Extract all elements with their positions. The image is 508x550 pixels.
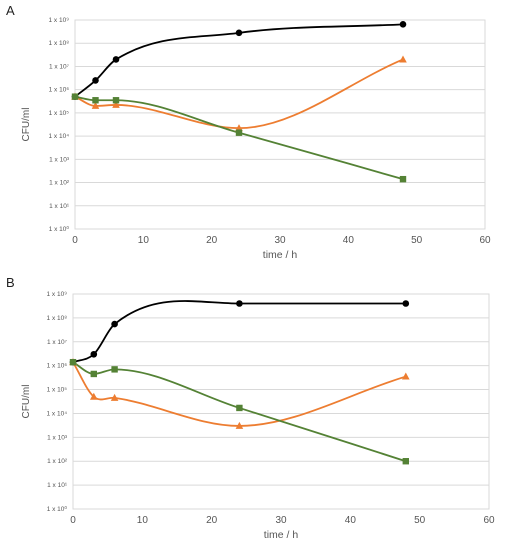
panel-a-x-tick-label: 10 (138, 235, 150, 246)
panel-b-y-tick-label: 1 x 10⁸ (47, 315, 68, 322)
panel-a-x-tick-label: 50 (411, 235, 423, 246)
panel-b-x-tick-label: 60 (483, 515, 495, 526)
panel-b-point-triangle (402, 372, 410, 380)
panel-b-point-triangle (235, 421, 244, 429)
panel-a-plot-frame (74, 19, 486, 230)
panel-b-x-axis-title: time / h (264, 529, 299, 541)
panel-b-point-circle (402, 300, 410, 307)
panel-b-x-tick-label: 40 (345, 515, 357, 526)
panel-b-y-tick-label: 1 x 10¹ (47, 482, 68, 489)
panel-label-b: B (6, 275, 15, 290)
panel-a-point-triangle (399, 55, 407, 63)
panel-a-x-tick-label: 20 (206, 235, 218, 246)
panel-b-x-tick-label: 50 (414, 515, 426, 526)
panel-a-point-square (71, 93, 79, 100)
panel-b-point-square (69, 358, 77, 366)
panel-a-x-tick-label: 60 (479, 235, 491, 246)
panel-a-y-tick-label: 1 x 10³ (49, 156, 70, 163)
panel-b-y-tick-label: 1 x 10⁶ (47, 363, 68, 370)
panel-b-point-square (111, 366, 118, 373)
panel-a-x-tick-label: 40 (343, 235, 355, 246)
panel-a-x-axis-title: time / h (263, 249, 298, 261)
panel-b-point-triangle (110, 393, 119, 401)
panel-b-y-tick-label: 1 x 10⁷ (47, 339, 68, 346)
panel-b-point-circle (90, 350, 98, 358)
panel-b-y-tick-label: 1 x 10⁹ (47, 291, 68, 298)
panel-a-point-triangle (235, 124, 243, 132)
panel-a-x-tick-label: 0 (72, 235, 78, 246)
panel-a-point-circle (112, 56, 120, 63)
panel-a-point-square (92, 97, 99, 104)
panel-a-series-triangle-line (74, 58, 404, 130)
panel-b-x-tick-label: 20 (206, 515, 218, 526)
panel-a-y-tick-label: 1 x 10⁶ (49, 87, 70, 94)
panel-a-y-tick-label: 1 x 10⁵ (49, 110, 70, 117)
panel-b-point-square (90, 370, 97, 378)
panel-a-point-triangle (112, 100, 120, 108)
panel-a-point-circle (92, 77, 99, 84)
panel-b-y-tick-label: 1 x 10⁴ (47, 410, 68, 417)
panel-a-x-tick-label: 30 (274, 235, 286, 246)
panel-b-x-tick-label: 0 (70, 515, 76, 526)
panel-a-point-circle (399, 21, 407, 28)
panel-b-point-triangle (90, 392, 98, 400)
panel-a-y-tick-label: 1 x 10⁸ (49, 40, 70, 47)
panel-b-point-circle (236, 300, 243, 307)
panel-a-y-tick-label: 1 x 10⁴ (49, 133, 70, 140)
panel-b-series-circle-line (72, 300, 406, 364)
panel-a-y-tick-label: 1 x 10¹ (49, 203, 70, 210)
panel-a-y-tick-label: 1 x 10⁹ (49, 17, 70, 24)
panel-b-y-axis-title: CFU/ml (21, 385, 32, 419)
panel-a-series-square-line (74, 95, 404, 181)
panel-a-y-tick-label: 1 x 10⁷ (49, 63, 70, 70)
panel-a-point-square (112, 97, 120, 104)
panel-b-point-square (402, 458, 409, 465)
panel-b-y-tick-label: 1 x 10⁵ (47, 387, 68, 394)
panel-b-y-tick-label: 1 x 10² (47, 458, 68, 465)
panel-b-series-square-line (72, 361, 407, 463)
panel-a-y-tick-label: 1 x 10² (49, 180, 70, 187)
panel-b-y-tick-label: 1 x 10³ (47, 434, 68, 441)
panel-b-x-tick-label: 30 (275, 515, 287, 526)
panel-a-point-circle (235, 29, 243, 37)
panel-a-point-triangle (91, 101, 100, 109)
panel-label-a: A (6, 3, 15, 18)
panel-b-point-circle (111, 320, 118, 328)
panel-a-y-axis-title: CFU/ml (21, 108, 32, 142)
panel-b-series-triangle-line (72, 361, 407, 427)
panel-a-y-tick-label: 1 x 10⁰ (49, 225, 70, 233)
panel-b-y-tick-label: 1 x 10⁰ (47, 505, 68, 513)
panel-a-point-square (399, 175, 407, 183)
panel-a-point-square (235, 129, 243, 136)
panel-b-point-square (236, 404, 243, 412)
panel-b-x-tick-label: 10 (137, 515, 149, 526)
